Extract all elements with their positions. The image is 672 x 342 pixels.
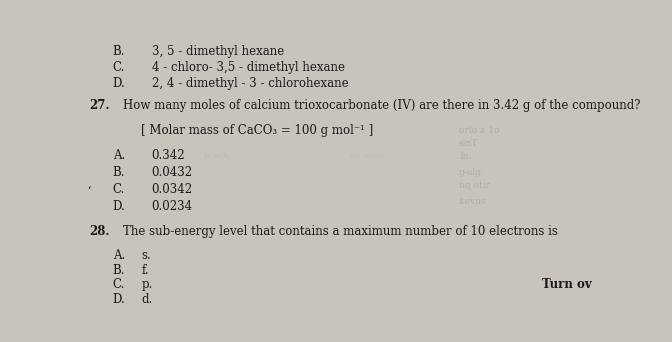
Text: 0.0342: 0.0342 — [152, 183, 193, 196]
Text: p.: p. — [141, 278, 153, 291]
Text: B.: B. — [113, 166, 125, 179]
Text: D.: D. — [113, 293, 126, 306]
Text: C.: C. — [113, 183, 125, 196]
Text: 28.: 28. — [89, 225, 110, 238]
Text: C.: C. — [113, 278, 125, 291]
Text: In.: In. — [459, 153, 471, 161]
Text: C.: C. — [113, 61, 125, 74]
Text: D.: D. — [113, 200, 126, 213]
Text: bonch: bonch — [204, 152, 230, 160]
Text: The sub-energy level that contains a maximum number of 10 electrons is: The sub-energy level that contains a max… — [123, 225, 558, 238]
Text: orlo a 1o: orlo a 1o — [459, 126, 499, 135]
Text: s.: s. — [141, 249, 151, 262]
Text: [ Molar mass of CaCO₃ = 100 g mol⁻¹ ]: [ Molar mass of CaCO₃ = 100 g mol⁻¹ ] — [141, 124, 374, 137]
Text: D.: D. — [113, 77, 126, 90]
Text: nq otir: nq otir — [459, 181, 490, 190]
Text: 27.: 27. — [89, 99, 110, 112]
Text: ‘: ‘ — [88, 185, 92, 195]
Text: 2, 4 - dimethyl - 3 - chlorohexane: 2, 4 - dimethyl - 3 - chlorohexane — [152, 77, 348, 90]
Text: f.: f. — [141, 264, 149, 277]
Text: 3, 5 - dimethyl hexane: 3, 5 - dimethyl hexane — [152, 45, 284, 58]
Text: do anna: do anna — [349, 152, 383, 160]
Text: 0.0234: 0.0234 — [152, 200, 193, 213]
Text: itevns: itevns — [459, 197, 487, 206]
Text: B.: B. — [113, 264, 125, 277]
Text: 0.342: 0.342 — [152, 149, 185, 162]
Text: A.: A. — [113, 149, 125, 162]
Text: 4 - chloro- 3,5 - dimethyl hexane: 4 - chloro- 3,5 - dimethyl hexane — [152, 61, 345, 74]
Text: How many moles of calcium trioxocarbonate (IV) are there in 3.42 g of the compou: How many moles of calcium trioxocarbonat… — [123, 99, 640, 112]
Text: A.: A. — [113, 249, 125, 262]
Text: B.: B. — [113, 45, 125, 58]
Text: sinT: sinT — [459, 139, 478, 148]
Text: d.: d. — [141, 293, 153, 306]
Text: g-olg.: g-olg. — [459, 168, 485, 177]
Text: 0.0432: 0.0432 — [152, 166, 193, 179]
Text: Turn ov: Turn ov — [542, 278, 592, 291]
